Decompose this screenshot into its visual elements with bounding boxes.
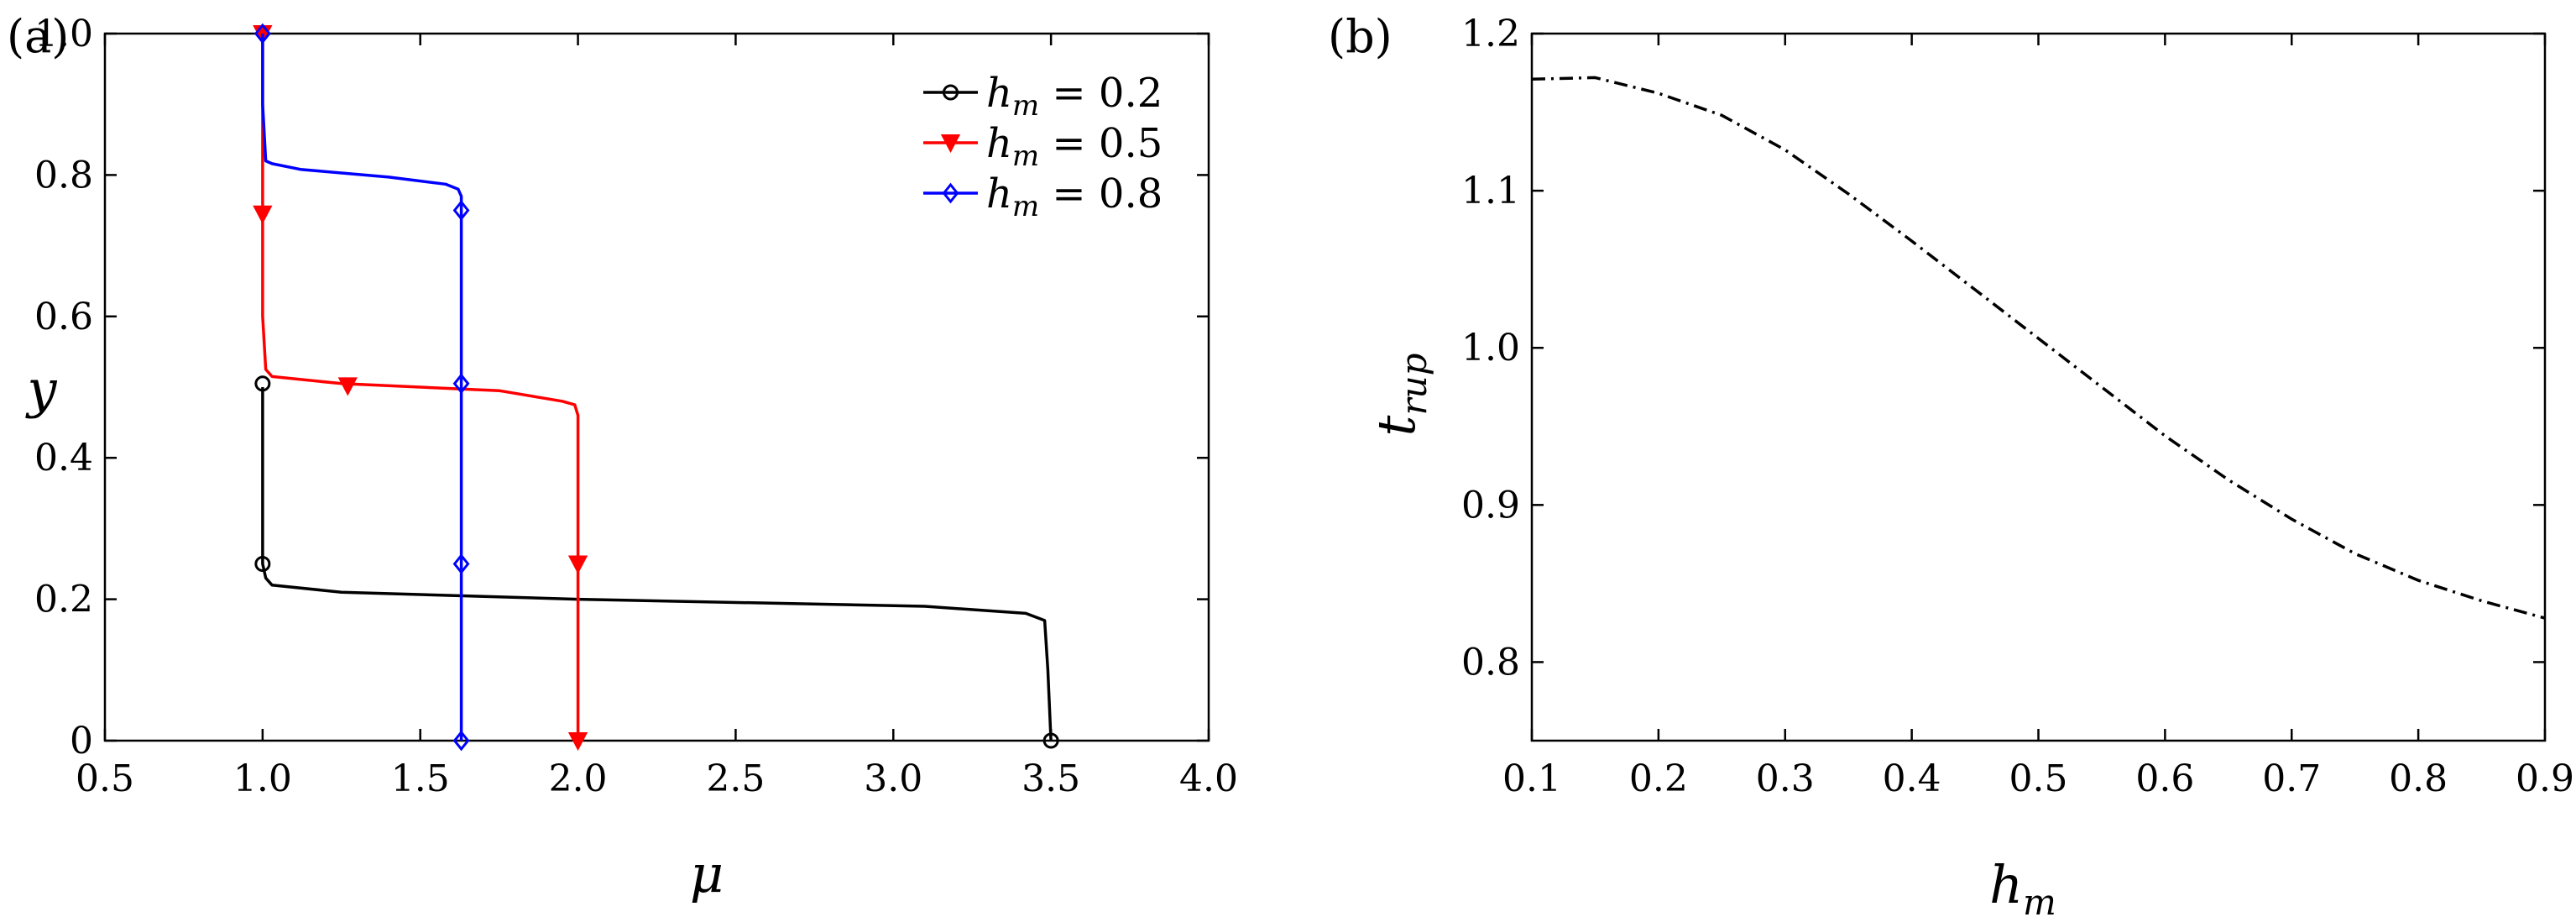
legend-marker-0 [943,84,959,101]
b-ytick-label-1: 0.9 [1461,484,1520,527]
a-series-2-marker-1 [452,553,470,574]
b-ytick-label-2: 1.0 [1461,327,1520,369]
legend-entry-2-sub: m [1012,190,1039,223]
a-ytick-label-3: 0.6 [34,296,93,338]
a-ytick-label-4: 0.8 [34,154,93,196]
panel-a-series [253,23,1059,752]
a-xtick-label-7: 4.0 [1179,757,1238,800]
a-series-1-marker-0 [567,732,588,752]
panel-a-label: (a) [7,10,69,63]
a-series-0-marker-1 [254,556,271,572]
a-series-0-marker-2 [254,375,271,392]
legend-marker-1 [940,134,961,154]
a-xtick-label-1: 1.0 [233,757,292,800]
panel-a-xlabel: μ [690,843,724,904]
panel-b-xlabel-sub: m [2023,882,2056,917]
a-xtick-label-2: 1.5 [391,757,450,800]
b-xtick-label-5: 0.6 [2135,757,2194,800]
b-xtick-label-7: 0.8 [2389,757,2448,800]
legend-entry-0-value: = 0.2 [1039,70,1163,117]
panel-b-chart: (b) 0.1 0.2 0.3 0.4 0.5 0.6 0.7 0.8 0.9 0.8 0.9 1.0… [1328,10,2574,917]
b-xtick-label-3: 0.4 [1883,757,1941,800]
legend-entry-2: hm = 0.8 [986,170,1163,223]
b-xtick-label-0: 0.1 [1502,757,1561,800]
legend-entry-0-base: h [986,70,1012,117]
b-ytick-label-4: 1.2 [1461,13,1520,55]
legend-entry-1: hm = 0.5 [986,120,1163,173]
panel-b-ylabel-sub: rup [1393,354,1434,416]
b-ytick-label-3: 1.1 [1461,170,1520,212]
a-xtick-label-4: 2.5 [706,757,765,800]
a-series-0-marker-0 [1042,732,1059,749]
panel-a-ylabel: y [24,359,57,420]
a-xtick-label-5: 3.0 [864,757,922,800]
a-series-2-marker-2 [452,373,470,395]
b-ytick-label-0: 0.8 [1461,641,1520,684]
b-series-0-line [1531,76,2546,620]
panel-b-label: (b) [1328,10,1393,63]
legend-entry-2-base: h [986,170,1012,217]
b-xtick-label-1: 0.2 [1629,757,1688,800]
a-ytick-label-1: 0.2 [34,579,93,621]
panel-b-frame [1530,32,2547,742]
panel-b-ylabel: trup [1366,354,1434,437]
a-series-1-marker-2 [337,377,358,396]
legend-entry-1-value: = 0.5 [1039,120,1163,167]
a-series-0-line [261,387,1053,741]
panel-a-legend: hm = 0.2hm = 0.5hm = 0.8 [923,70,1163,223]
b-xtick-label-8: 0.9 [2516,757,2574,800]
panel-b-xlabel-base: h [1989,854,2023,915]
panel-b-series [1531,76,2546,620]
legend-entry-1-base: h [986,120,1012,167]
b-xtick-label-4: 0.5 [2009,757,2068,800]
b-xtick-label-2: 0.3 [1756,757,1815,800]
a-xtick-label-6: 3.5 [1022,757,1080,800]
a-series-2-marker-0 [452,730,470,752]
panel-a-ticks: 0.5 1.0 1.5 2.0 2.5 3.0 3.5 4.0 0 0.2 0.4 0.6 0.8 1.0 [34,13,1238,800]
a-ytick-label-5: 1.0 [34,13,93,55]
a-xtick-label-3: 2.0 [549,757,608,800]
a-series-2-marker-4 [253,23,271,45]
a-series-1-line [261,34,580,741]
a-series-2-marker-3 [452,200,470,221]
a-ytick-label-2: 0.4 [34,437,93,479]
a-xtick-label-0: 0.5 [76,757,134,800]
panel-a-chart: (a) 0.5 1.0 1.5 2.0 2.5 3.0 3.5 4.000.20.40.60.… [7,10,1238,904]
a-series-2-line [261,34,463,741]
legend-entry-0-sub: m [1012,89,1039,123]
a-ytick-label-0: 0 [70,720,93,762]
panel-b-ticks: 0.1 0.2 0.3 0.4 0.5 0.6 0.7 0.8 0.9 0.8 0.9 1.0 1.1 1… [1461,13,2574,800]
panel-b-ylabel-base: t [1366,415,1427,436]
legend-marker-2 [942,182,959,204]
b-xtick-label-6: 0.7 [2262,757,2321,800]
panel-b-xlabel: hm [1989,854,2056,917]
legend-entry-1-sub: m [1012,139,1039,173]
panel-a-frame [103,32,1210,742]
legend-entry-0: hm = 0.2 [986,70,1163,123]
a-series-1-marker-1 [567,555,588,574]
legend-entry-2-value: = 0.8 [1039,170,1163,217]
a-series-1-marker-3 [253,205,273,224]
